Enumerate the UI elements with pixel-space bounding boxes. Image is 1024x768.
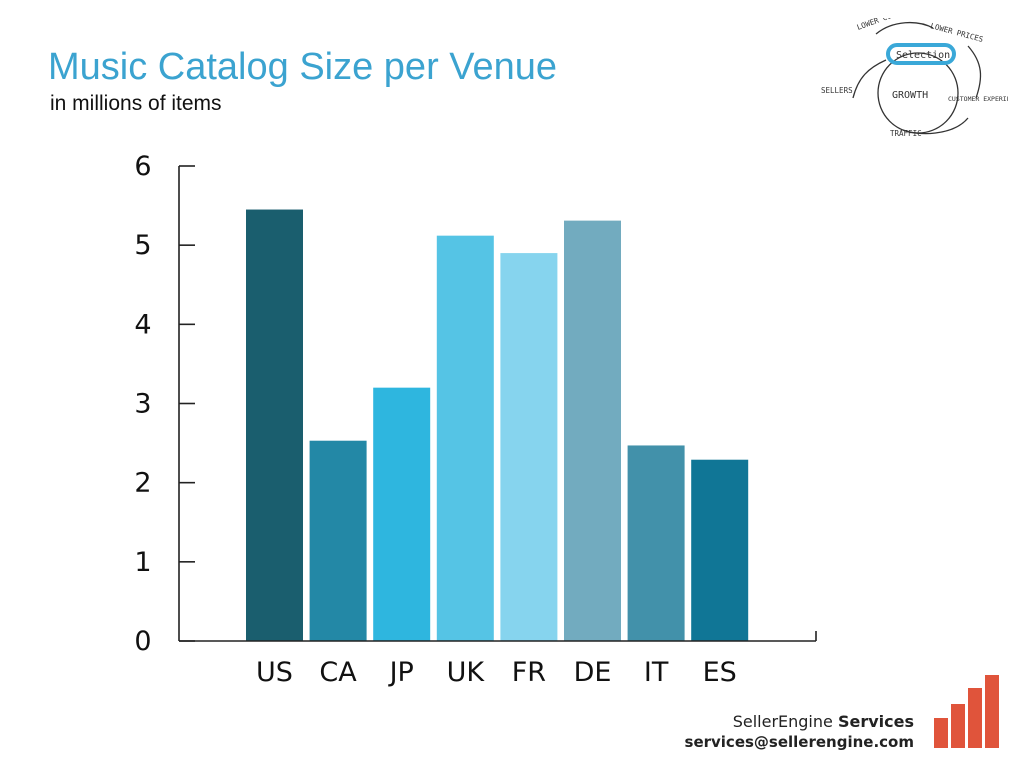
y-tick-label: 3 xyxy=(134,389,151,420)
diagram-label-customer-experience: CUSTOMER EXPERIENCE xyxy=(948,95,1008,103)
y-tick-label: 6 xyxy=(134,151,151,182)
x-tick-label: FR xyxy=(512,657,546,688)
sellerengine-logo xyxy=(934,675,999,748)
bar-es xyxy=(691,459,749,641)
chart-subtitle: in millions of items xyxy=(50,92,222,115)
y-tick-label: 2 xyxy=(134,468,151,499)
bar-it xyxy=(627,445,685,641)
bar-jp xyxy=(373,387,431,641)
y-tick-label: 4 xyxy=(134,309,151,340)
arrow-top xyxy=(875,21,934,35)
diagram-label-sellers: SELLERS xyxy=(821,86,853,95)
diagram-label-lower-prices: LOWER PRICES xyxy=(929,21,984,44)
bars xyxy=(246,209,749,642)
branding: SellerEngine Services services@sellereng… xyxy=(685,712,914,751)
y-tick-label: 0 xyxy=(134,626,151,657)
company-name: SellerEngine Services xyxy=(732,712,914,731)
diagram-label-traffic: TRAFFIC xyxy=(890,129,922,138)
arrow-left xyxy=(852,59,887,99)
logo-bar xyxy=(934,718,948,748)
contact-email[interactable]: services@sellerengine.com xyxy=(684,733,914,751)
x-tick-label: CA xyxy=(319,657,357,688)
x-tick-label: JP xyxy=(388,657,414,688)
arrow-bottom xyxy=(902,117,969,135)
logo-bar xyxy=(985,675,999,748)
x-tick-label: US xyxy=(256,657,293,688)
bar-fr xyxy=(500,253,558,642)
diagram-label-growth: GROWTH xyxy=(892,90,928,101)
diagram-label-selection: Selection xyxy=(896,50,950,61)
x-tick-label: IT xyxy=(644,657,669,688)
axes xyxy=(178,166,817,642)
y-axis-ticks: 0 1 2 3 4 5 6 xyxy=(134,151,195,657)
logo-bar xyxy=(951,704,965,748)
chart-title: Music Catalog Size per Venue xyxy=(48,46,558,88)
x-tick-label: ES xyxy=(703,657,737,688)
logo-bar xyxy=(968,688,982,748)
bar-ca xyxy=(309,440,367,641)
bar-uk xyxy=(436,235,494,641)
bar-de xyxy=(564,220,621,641)
y-tick-label: 5 xyxy=(134,230,151,261)
selection-highlight xyxy=(886,43,956,65)
x-tick-label: UK xyxy=(447,657,486,688)
x-axis-labels: US CA JP UK FR DE IT ES xyxy=(256,657,737,688)
bar-us xyxy=(246,209,303,641)
arrow-right xyxy=(967,45,982,99)
growth-flywheel-diagram: LOWER COST STRUCTURE LOWER PRICES Select… xyxy=(821,18,1008,138)
y-tick-label: 1 xyxy=(134,547,151,578)
x-tick-label: DE xyxy=(574,657,612,688)
